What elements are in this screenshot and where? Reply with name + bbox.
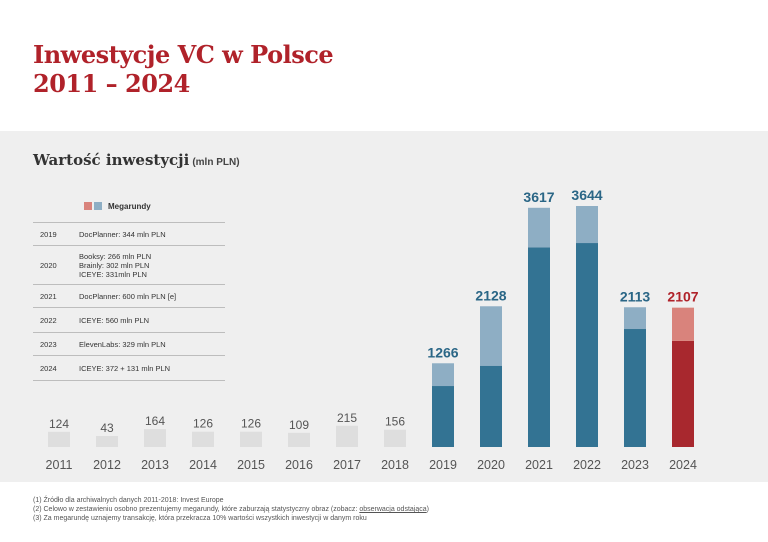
chart-unit: (mln PLN) xyxy=(192,157,240,168)
x-tick-2020: 2020 xyxy=(477,458,505,472)
page-title: Inwestycje VC w Polsce xyxy=(33,40,334,69)
chart-title: Wartość inwestycji (mln PLN) xyxy=(33,151,240,169)
value-label-2016: 109 xyxy=(289,418,309,432)
x-tick-2019: 2019 xyxy=(429,458,457,472)
bar-2017 xyxy=(336,425,358,447)
bar-megaround-2024 xyxy=(672,307,694,341)
bar-megaround-2021 xyxy=(528,207,550,248)
bar-2015 xyxy=(240,431,262,447)
value-label-2013: 164 xyxy=(145,414,165,428)
megarounds-deal: Booksy: 266 mln PLN xyxy=(79,251,152,261)
bar-base-2024 xyxy=(672,340,694,447)
value-label-2018: 156 xyxy=(385,415,405,429)
bar-megaround-2023 xyxy=(624,307,646,330)
megarounds-deals: ElevenLabs: 329 mln PLN xyxy=(79,340,225,349)
value-label-2020: 2128 xyxy=(475,287,506,303)
megarounds-deal: ElevenLabs: 329 mln PLN xyxy=(79,339,166,349)
footnote-2-end: ) xyxy=(426,506,429,513)
x-tick-2014: 2014 xyxy=(189,458,217,472)
bar-2013 xyxy=(144,429,166,447)
legend-swatch-historical xyxy=(94,202,102,210)
x-tick-2015: 2015 xyxy=(237,458,265,472)
bar-2014 xyxy=(192,431,214,447)
megarounds-year: 2020 xyxy=(40,260,57,270)
value-label-2022: 3644 xyxy=(571,187,602,203)
x-tick-2024: 2024 xyxy=(669,458,697,472)
megarounds-deal: ICEYE: 331mln PLN xyxy=(79,269,147,279)
chart-legend: Megarundy xyxy=(84,200,151,212)
megarounds-deal: ICEYE: 372 + 131 mln PLN xyxy=(79,363,171,373)
value-label-2023: 2113 xyxy=(620,288,651,304)
megarounds-deals: DocPlanner: 600 mln PLN [e] xyxy=(79,292,225,301)
megarounds-table: 2019 DocPlanner: 344 mln PLN 2020 Booksy: 2… xyxy=(33,222,225,381)
megarounds-deal: ICEYE: 560 mln PLN xyxy=(79,315,150,325)
value-label-2021: 3617 xyxy=(523,189,554,205)
investment-bar-chart: 124 2011 43 2012 164 2013 126 2014 126 2015 109 201… xyxy=(46,187,699,472)
megarounds-deal: Brainly: 302 mln PLN xyxy=(79,260,150,270)
bar-base-2021 xyxy=(528,247,550,447)
megarounds-deals: DocPlanner: 344 mln PLN xyxy=(79,230,225,239)
megarounds-year: 2022 xyxy=(40,315,57,325)
megarounds-deal: DocPlanner: 344 mln PLN xyxy=(79,229,166,239)
bar-base-2020 xyxy=(480,365,502,447)
legend-swatch-current xyxy=(84,202,92,210)
megarounds-row: 2019 DocPlanner: 344 mln PLN xyxy=(33,223,225,246)
bar-megaround-2020 xyxy=(480,306,502,366)
x-tick-2023: 2023 xyxy=(621,458,649,472)
megarounds-deals: ICEYE: 372 + 131 mln PLN xyxy=(79,364,225,373)
bar-megaround-2022 xyxy=(576,206,598,244)
megarounds-row: 2023 ElevenLabs: 329 mln PLN xyxy=(33,333,225,356)
megarounds-year: 2024 xyxy=(40,363,57,373)
x-tick-2018: 2018 xyxy=(381,458,409,472)
bar-2012 xyxy=(96,436,118,447)
value-label-2012: 43 xyxy=(100,421,114,435)
x-tick-2022: 2022 xyxy=(573,458,601,472)
megarounds-row: 2024 ICEYE: 372 + 131 mln PLN xyxy=(33,356,225,381)
footnote-2: (2) Celowo w zestawieniu osobno prezentu… xyxy=(33,505,429,514)
x-tick-2013: 2013 xyxy=(141,458,169,472)
bar-base-2023 xyxy=(624,329,646,447)
x-tick-2016: 2016 xyxy=(285,458,313,472)
footnote-1: (1) Źródło dla archiwalnych danych 2011-… xyxy=(33,497,224,504)
value-label-2011: 124 xyxy=(49,417,69,431)
page-subtitle-years: 2011 – 2024 xyxy=(33,69,190,98)
x-tick-2012: 2012 xyxy=(93,458,121,472)
megarounds-year: 2019 xyxy=(40,229,57,239)
value-label-2015: 126 xyxy=(241,417,261,431)
megarounds-row: 2022 ICEYE: 560 mln PLN xyxy=(33,308,225,333)
footnotes: (1) Źródło dla archiwalnych danych 2011-… xyxy=(33,496,429,523)
megarounds-row: 2021 DocPlanner: 600 mln PLN [e] xyxy=(33,285,225,308)
legend-label: Megarundy xyxy=(108,201,151,211)
bar-2016 xyxy=(288,432,310,447)
value-label-2024: 2107 xyxy=(667,289,698,305)
value-label-2019: 1266 xyxy=(427,344,458,360)
x-tick-2017: 2017 xyxy=(333,458,361,472)
bar-2011 xyxy=(48,431,70,447)
megarounds-deal: DocPlanner: 600 mln PLN [e] xyxy=(79,291,177,301)
bar-megaround-2019 xyxy=(432,363,454,387)
x-tick-2021: 2021 xyxy=(525,458,553,472)
outlier-link[interactable]: obserwacja odstająca xyxy=(359,506,427,513)
bar-2018 xyxy=(384,429,406,447)
x-tick-2011: 2011 xyxy=(46,458,73,472)
bar-base-2022 xyxy=(576,243,598,447)
chart-title-text: Wartość inwestycji xyxy=(33,151,190,169)
value-label-2017: 215 xyxy=(337,411,357,425)
megarounds-deals: ICEYE: 560 mln PLN xyxy=(79,316,225,325)
megarounds-year: 2023 xyxy=(40,339,57,349)
megarounds-row: 2020 Booksy: 266 mln PLN Brainly: 302 mln … xyxy=(33,246,225,285)
footnote-2-text: (2) Celowo w zestawieniu osobno prezentu… xyxy=(33,506,360,513)
megarounds-year: 2021 xyxy=(40,291,57,301)
bar-base-2019 xyxy=(432,386,454,447)
value-label-2014: 126 xyxy=(193,417,213,431)
footnote-3: (3) Za megarundę uznajemy transakcję, kt… xyxy=(33,515,367,522)
megarounds-deals: Booksy: 266 mln PLN Brainly: 302 mln PLN I… xyxy=(79,252,225,279)
header: Inwestycje VC w Polsce 2011 – 2024 xyxy=(0,0,768,131)
